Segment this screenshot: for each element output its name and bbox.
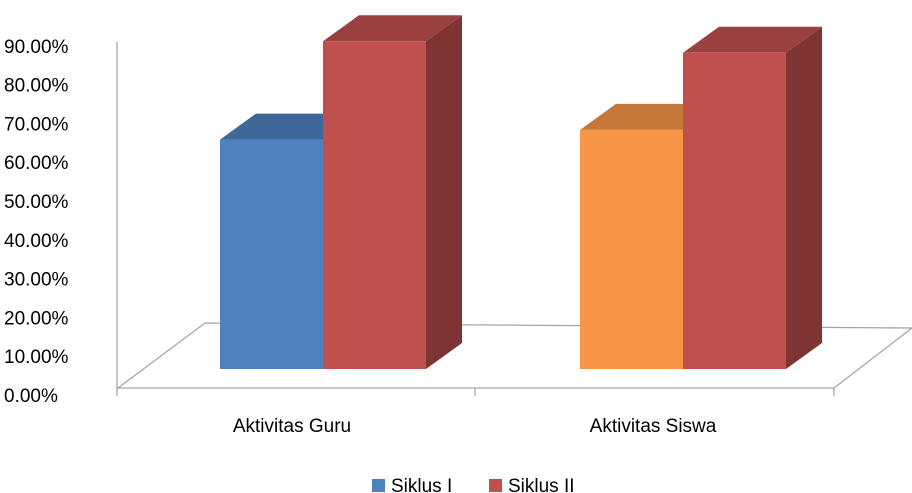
bar-top [683, 26, 822, 53]
bar-front [580, 129, 683, 369]
legend-label-siklus-1: Siklus I [391, 476, 452, 493]
legend-swatch-siklus-2 [489, 479, 502, 492]
y-tick-label: 50.00% [4, 192, 69, 213]
category-label-siswa: Aktivitas Siswa [590, 416, 717, 437]
legend-swatch-siklus-1 [372, 479, 385, 492]
y-tick-label: 20.00% [4, 308, 69, 329]
bar [683, 26, 822, 370]
y-tick-label: 0.00% [4, 386, 58, 407]
y-tick-label: 60.00% [4, 153, 69, 174]
legend: Siklus I Siklus II [372, 476, 575, 493]
y-tick-label: 70.00% [4, 114, 69, 135]
chart-floor [116, 322, 912, 389]
bar-side [786, 26, 822, 369]
bar-top [323, 15, 462, 42]
bar-front [683, 52, 786, 370]
y-tick-label: 80.00% [4, 76, 69, 97]
y-tick-label: 30.00% [4, 270, 69, 291]
bars [220, 15, 822, 370]
bar-front [220, 139, 323, 369]
y-tick-label: 10.00% [4, 347, 69, 368]
y-tick-label: 90.00% [4, 37, 69, 58]
category-label-guru: Aktivitas Guru [233, 416, 351, 437]
bar-side [426, 15, 462, 370]
bar [323, 15, 462, 370]
bar-front [323, 41, 426, 370]
y-tick-labels: 0.00% 10.00% 20.00% 30.00% 40.00% 50.00% 60.00… [4, 37, 69, 407]
legend-label-siklus-2: Siklus II [508, 476, 575, 493]
y-tick-label: 40.00% [4, 231, 69, 252]
